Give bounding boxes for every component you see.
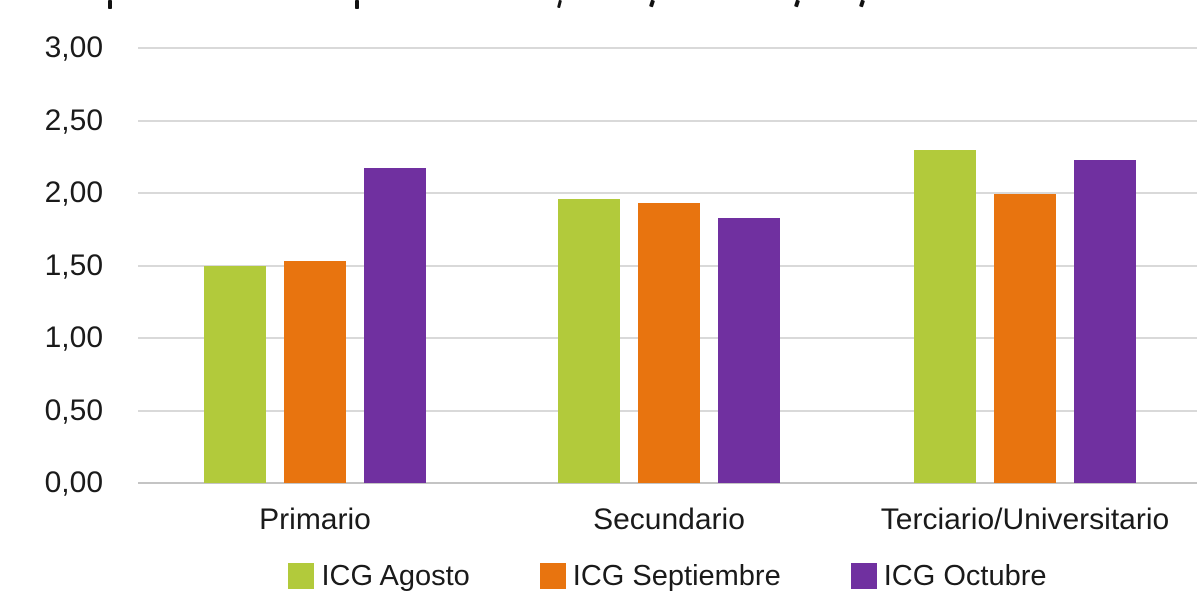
y-tick-label: 0,50 — [44, 393, 103, 427]
bar-icg-octubre-secundario — [718, 217, 780, 483]
x-axis-line — [138, 482, 1197, 484]
y-tick-label: 0,00 — [44, 466, 103, 499]
bar-icg-octubre-terciario-universitario — [1074, 159, 1136, 483]
legend-item-icg-agosto: ICG Agosto — [288, 559, 470, 593]
y-tick-label: 3,00 — [44, 31, 103, 64]
legend-swatch-icon — [288, 563, 315, 589]
x-category-label-terciario-universitario: Terciario/Universitario — [880, 503, 1170, 536]
cropped-title-fragment — [859, 0, 865, 8]
legend-item-icg-septiembre: ICG Septiembre — [539, 559, 781, 593]
bar-icg-octubre-primario — [364, 168, 426, 483]
y-tick-label: 1,50 — [44, 248, 103, 282]
cropped-title-fragment — [557, 0, 562, 9]
bar-icg-septiembre-primario — [284, 261, 346, 483]
gridline — [138, 119, 1197, 122]
legend: ICG Agosto ICG Septiembre ICG Octubre — [138, 558, 1197, 594]
legend-item-icg-octubre: ICG Octubre — [850, 559, 1047, 593]
cropped-title-fragment — [355, 0, 359, 9]
cropped-title-fragment — [649, 0, 655, 8]
bar-icg-septiembre-secundario — [638, 203, 700, 483]
x-category-label-primario: Primario — [259, 503, 371, 536]
bar-icg-agosto-terciario-universitario — [914, 149, 976, 483]
legend-swatch-icon — [850, 563, 877, 589]
gridline — [138, 192, 1197, 194]
legend-label: ICG Octubre — [883, 559, 1047, 592]
gridline — [138, 47, 1197, 49]
x-category-label-secundario: Secundario — [593, 503, 745, 536]
bar-icg-agosto-primario — [204, 265, 266, 483]
bar-icg-agosto-secundario — [558, 198, 620, 483]
plot-area — [138, 47, 1197, 484]
y-tick-label: 2,00 — [44, 176, 103, 209]
y-axis: 0,00 0,50 1,00 1,50 2,00 2,50 3,00 — [0, 0, 103, 608]
cropped-title-fragment — [108, 0, 112, 9]
y-tick-label: 1,00 — [44, 321, 103, 354]
legend-label: ICG Septiembre — [572, 559, 781, 592]
legend-swatch-icon — [539, 563, 566, 589]
cropped-title-fragment — [794, 0, 800, 8]
bar-icg-septiembre-terciario-universitario — [994, 194, 1056, 483]
legend-label: ICG Agosto — [321, 559, 470, 592]
y-tick-label: 2,50 — [44, 103, 103, 137]
